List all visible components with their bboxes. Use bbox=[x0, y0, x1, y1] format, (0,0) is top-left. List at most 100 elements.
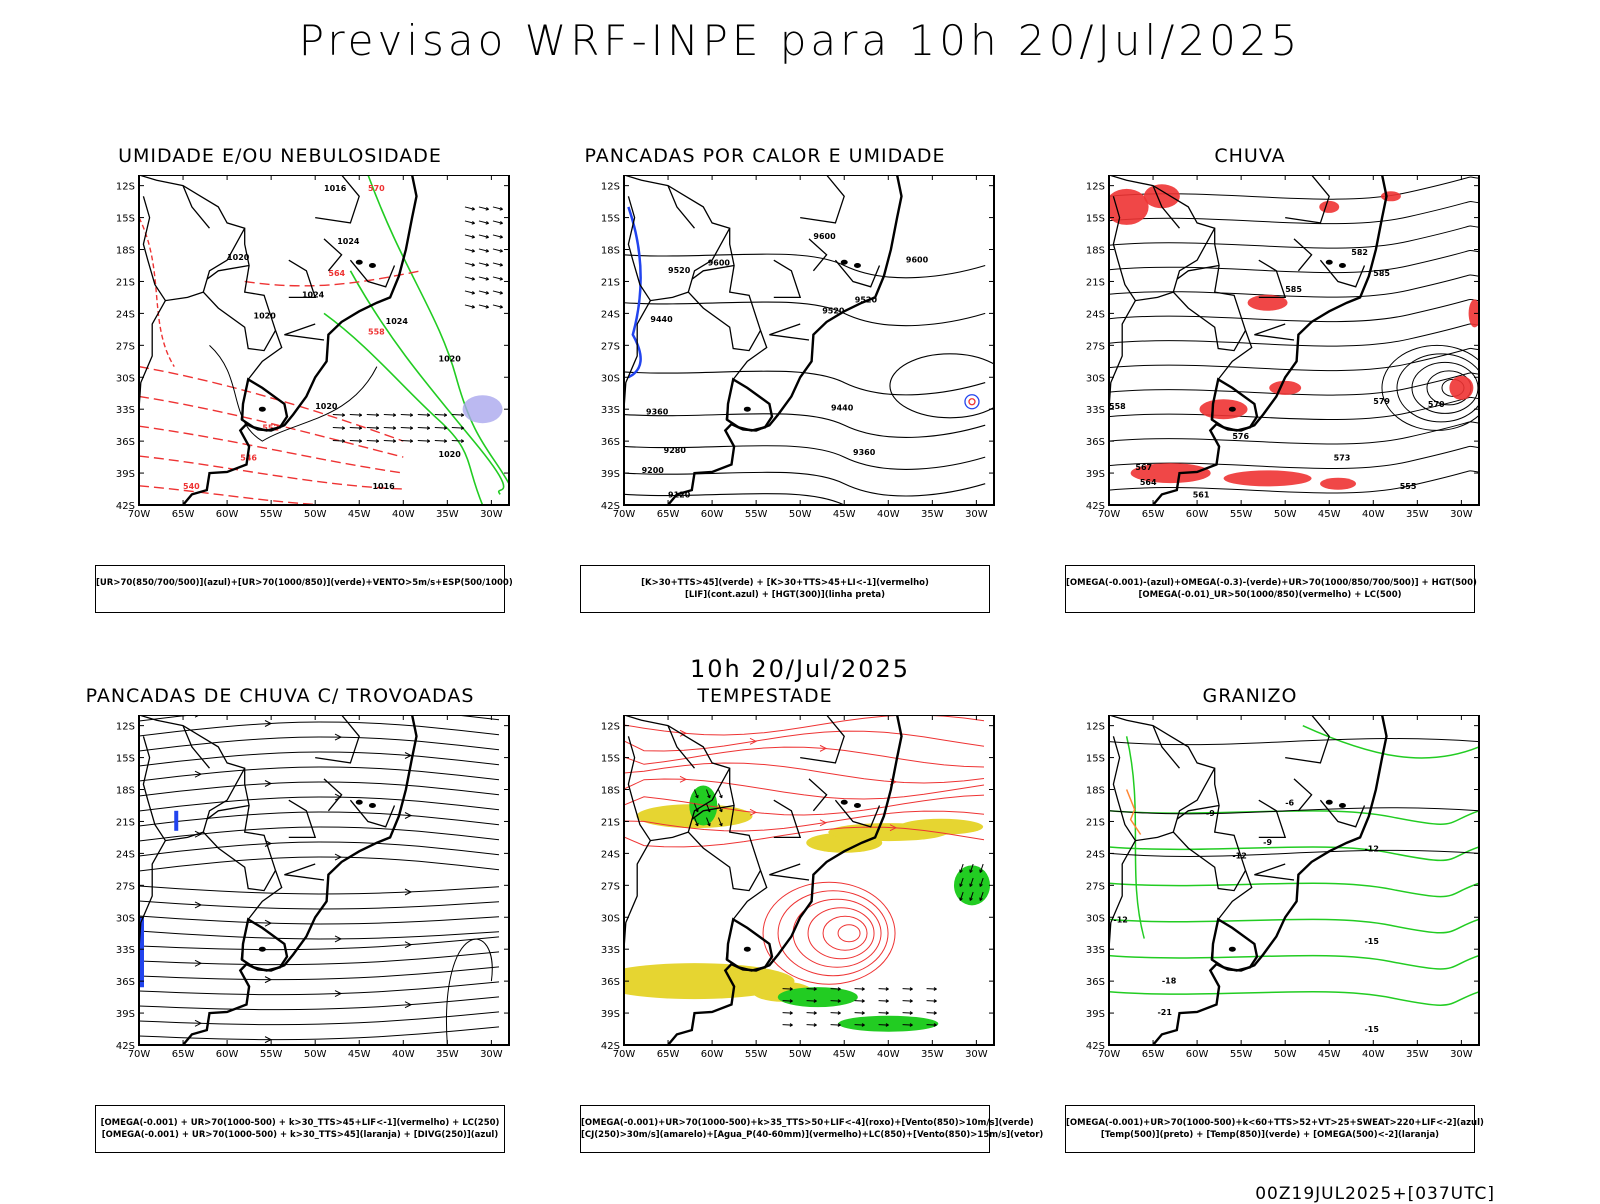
rain-area bbox=[1269, 381, 1301, 395]
lon-tick-label: 65W bbox=[657, 1049, 680, 1060]
lat-tick-label: 36S bbox=[116, 977, 135, 988]
wind-arrow bbox=[418, 415, 430, 416]
legend-line-2: [CJ(250)>30m/s](amarelo)+[Agua_P(40-60mm… bbox=[581, 1129, 989, 1141]
contour-label: -9 bbox=[1263, 838, 1272, 847]
lon-tick-label: 50W bbox=[304, 509, 327, 520]
lon-tick-label: 50W bbox=[789, 509, 812, 520]
panel-title: PANCADAS POR CALOR E UMIDADE bbox=[530, 145, 1000, 167]
contour-label: 585 bbox=[1285, 285, 1302, 294]
lat-tick-label: 36S bbox=[1086, 977, 1105, 988]
lat-tick-label: 33S bbox=[1086, 945, 1105, 956]
lon-tick-label: 65W bbox=[657, 509, 680, 520]
panel-legend: [K>30+TTS>45](verde) + [K>30+TTS>45+LI<-… bbox=[580, 565, 990, 613]
lon-tick-label: 30W bbox=[480, 509, 503, 520]
lon-tick-label: 30W bbox=[480, 1049, 503, 1060]
lon-tick-label: 55W bbox=[1230, 509, 1253, 520]
lat-tick-label: 30S bbox=[116, 913, 135, 924]
lat-tick-label: 18S bbox=[601, 246, 620, 257]
lat-tick-label: 30S bbox=[1086, 373, 1105, 384]
lon-tick-label: 45W bbox=[833, 1049, 856, 1060]
panel-legend: [OMEGA(-0.001) + UR>70(1000-500) + k>30_… bbox=[95, 1105, 505, 1153]
lake bbox=[841, 260, 848, 265]
lat-tick-label: 39S bbox=[1086, 1009, 1105, 1020]
lat-tick-label: 33S bbox=[1086, 405, 1105, 416]
lat-tick-label: 30S bbox=[1086, 913, 1105, 924]
wind-arrow bbox=[350, 415, 362, 416]
lat-tick-label: 15S bbox=[601, 754, 620, 765]
lat-tick-label: 24S bbox=[1086, 309, 1105, 320]
lake bbox=[1229, 407, 1236, 412]
contour-label: -15 bbox=[1364, 937, 1379, 946]
lake bbox=[1339, 803, 1346, 808]
panel-title: GRANIZO bbox=[1015, 685, 1485, 707]
panel-legend: [OMEGA(-0.001)+UR>70(1000-500)+k<60+TTS>… bbox=[1065, 1105, 1475, 1153]
lat-tick-label: 30S bbox=[601, 913, 620, 924]
wind-arrow bbox=[350, 428, 362, 429]
rain-area bbox=[1224, 470, 1312, 486]
contour-label: 558 bbox=[1109, 402, 1126, 411]
lon-tick-label: 35W bbox=[436, 509, 459, 520]
contour-label: 579 bbox=[1373, 397, 1390, 406]
wind-arrow bbox=[452, 428, 464, 429]
wind-arrow bbox=[350, 441, 362, 442]
lon-tick-label: 55W bbox=[260, 509, 283, 520]
lat-tick-label: 36S bbox=[601, 977, 620, 988]
lat-tick-label: 12S bbox=[116, 722, 135, 733]
contour-label: 1016 bbox=[324, 184, 347, 193]
contour-label: 567 bbox=[1135, 463, 1152, 472]
lat-tick-label: 24S bbox=[601, 309, 620, 320]
map-layers bbox=[594, 715, 994, 1045]
wind-arrow bbox=[435, 428, 447, 429]
contour-label: 9280 bbox=[664, 446, 687, 455]
wind-arrow bbox=[384, 441, 396, 442]
lat-tick-label: 21S bbox=[1086, 817, 1105, 828]
panel-title: PANCADAS DE CHUVA C/ TROVOADAS bbox=[45, 685, 515, 707]
lake bbox=[259, 407, 266, 412]
contour-label: -9 bbox=[1206, 809, 1215, 818]
lat-tick-label: 21S bbox=[116, 817, 135, 828]
lon-tick-label: 50W bbox=[1274, 509, 1297, 520]
lon-tick-label: 70W bbox=[613, 509, 636, 520]
contour-label: 570 bbox=[368, 184, 385, 193]
divergence-area bbox=[174, 811, 178, 831]
contour-label: 573 bbox=[1334, 453, 1351, 462]
lat-tick-label: 12S bbox=[1086, 182, 1105, 193]
lon-tick-label: 65W bbox=[172, 509, 195, 520]
lat-tick-label: 12S bbox=[1086, 722, 1105, 733]
legend-line-1: [OMEGA(-0.001) + UR>70(1000-500) + k>30_… bbox=[96, 1117, 504, 1129]
lon-tick-label: 50W bbox=[304, 1049, 327, 1060]
wind-arrow bbox=[333, 415, 345, 416]
lon-tick-label: 60W bbox=[216, 509, 239, 520]
lat-tick-label: 15S bbox=[116, 214, 135, 225]
page-title: Previsao WRF-INPE para 10h 20/Jul/2025 bbox=[0, 16, 1600, 65]
lat-tick-label: 21S bbox=[116, 277, 135, 288]
contour-label: 561 bbox=[1193, 491, 1210, 500]
lat-tick-label: 33S bbox=[601, 405, 620, 416]
lake bbox=[1229, 947, 1236, 952]
lon-tick-label: 60W bbox=[1186, 1049, 1209, 1060]
legend-line-2: [OMEGA(-0.001) + UR>70(1000-500) + k>30_… bbox=[96, 1129, 504, 1141]
rain-area bbox=[1320, 478, 1356, 490]
wind-arrow bbox=[401, 415, 413, 416]
lat-tick-label: 36S bbox=[1086, 437, 1105, 448]
lat-tick-label: 36S bbox=[601, 437, 620, 448]
lon-tick-label: 70W bbox=[613, 1049, 636, 1060]
lat-tick-label: 24S bbox=[1086, 849, 1105, 860]
lat-tick-label: 15S bbox=[1086, 754, 1105, 765]
map-svg: 9600960095209520944094409360936092809200… bbox=[580, 175, 1000, 547]
contour-label: 582 bbox=[1351, 248, 1368, 257]
wind-arrow bbox=[418, 428, 430, 429]
legend-line-1: [UR>70(850/700/500)](azul)+[UR>70(1000/8… bbox=[96, 577, 504, 589]
lat-tick-label: 30S bbox=[116, 373, 135, 384]
contour-label: -12 bbox=[1364, 844, 1378, 853]
lon-tick-label: 40W bbox=[1362, 1049, 1385, 1060]
lat-tick-label: 18S bbox=[1086, 786, 1105, 797]
lake bbox=[356, 800, 363, 805]
